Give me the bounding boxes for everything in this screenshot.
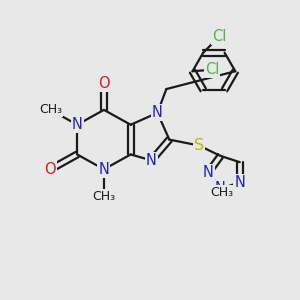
Text: S: S [194,138,204,153]
Text: N: N [98,162,110,177]
Text: N: N [72,117,83,132]
Text: N: N [203,165,214,180]
Text: N: N [234,175,245,190]
Text: Cl: Cl [205,62,219,77]
Text: Cl: Cl [212,29,227,44]
Text: CH₃: CH₃ [92,190,116,202]
Text: N: N [215,181,226,196]
Text: N: N [146,153,157,168]
Text: N: N [152,105,163,120]
Text: CH₃: CH₃ [39,103,62,116]
Text: CH₃: CH₃ [210,186,233,199]
Text: O: O [45,162,56,177]
Text: O: O [98,76,110,91]
